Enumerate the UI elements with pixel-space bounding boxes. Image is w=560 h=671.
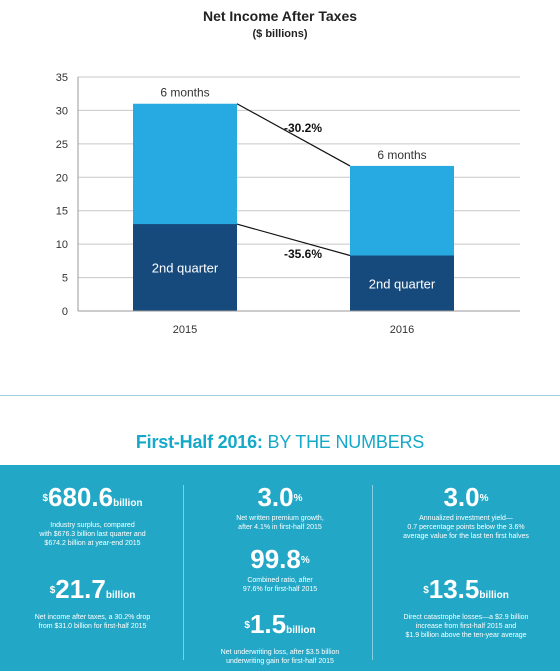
y-tick-label: 20 — [56, 172, 68, 184]
stat-underwriting-loss: $1.5billion Net underwriting loss, after… — [195, 610, 365, 666]
stat-description: Net income after taxes, a 30.2% drop fro… — [10, 613, 175, 631]
column-divider — [183, 485, 184, 660]
y-tick-label: 10 — [56, 239, 68, 251]
stat-value: 1.5 — [249, 609, 287, 639]
stats-panel: $680.6billion Industry surplus, compared… — [0, 465, 560, 671]
desc-line: underwriting gain for first-half 2015 — [226, 658, 334, 665]
section-divider — [0, 395, 560, 396]
annotation-quarter-change: -35.6% — [284, 247, 322, 261]
stat-suffix: % — [300, 555, 310, 566]
y-tick-label: 0 — [62, 306, 68, 318]
desc-line: 0.7 percentage points below the 3.6% — [407, 524, 525, 531]
stat-catastrophe-losses: $13.5billion Direct catastrophe losses—a… — [380, 575, 552, 640]
stat-description: Annualized investment yield— 0.7 percent… — [380, 514, 552, 541]
stat-investment-yield: 3.0% Annualized investment yield— 0.7 pe… — [380, 483, 552, 541]
stat-suffix: billion — [113, 498, 143, 509]
numbers-headline: First-Half 2016: BY THE NUMBERS — [0, 432, 560, 453]
desc-line: Net underwriting loss, after $3.5 billio… — [220, 649, 340, 656]
desc-line: Net income after taxes, a 30.2% drop — [34, 614, 151, 621]
stat-description: Direct catastrophe losses—a $2.9 billion… — [380, 613, 552, 640]
stat-prefix: $ — [49, 585, 56, 596]
stat-suffix: billion — [105, 590, 136, 601]
desc-line: with $676.3 billion last quarter and — [39, 531, 146, 538]
stat-suffix: % — [479, 493, 489, 504]
y-tick-label: 35 — [56, 72, 68, 84]
stat-description: Industry surplus, compared with $676.3 b… — [10, 521, 175, 548]
bar-label-second-quarter: 2nd quarter — [152, 261, 219, 276]
stat-value: 3.0 — [443, 482, 480, 512]
desc-line: Industry surplus, compared — [50, 522, 135, 529]
bar-label-six-months: 6 months — [377, 148, 426, 162]
stat-suffix: billion — [286, 625, 316, 636]
stat-description: Net written premium growth, after 4.1% i… — [195, 514, 365, 532]
stat-value: 680.6 — [48, 482, 114, 512]
stat-suffix: % — [293, 493, 303, 504]
desc-line: 97.6% for first-half 2015 — [242, 586, 318, 593]
stat-net-income: $21.7billion Net income after taxes, a 3… — [10, 575, 175, 631]
annotation-six-month-change: -30.2% — [284, 121, 322, 135]
desc-line: Combined ratio, after — [247, 577, 313, 584]
bar-second-quarter — [350, 255, 454, 311]
y-tick-label: 25 — [56, 139, 68, 151]
stat-value: 13.5 — [428, 574, 480, 604]
bar-label-second-quarter: 2nd quarter — [369, 276, 436, 291]
stat-value: 21.7 — [55, 574, 106, 604]
stat-prefix: $ — [244, 620, 250, 631]
bar-chart-svg: Net Income After Taxes ($ billions) 0 5 10 15… — [56, 8, 520, 336]
stat-prefix: $ — [423, 585, 429, 596]
desc-line: average value for the last ten first hal… — [403, 533, 529, 540]
y-tick-label: 30 — [56, 105, 68, 117]
x-tick-label: 2015 — [173, 324, 197, 336]
desc-line: Net written premium growth, — [236, 515, 324, 522]
desc-line: Direct catastrophe losses—a $2.9 billion — [403, 614, 529, 621]
stat-combined-ratio: 99.8% Combined ratio, after 97.6% for fi… — [195, 545, 365, 594]
x-tick-label: 2016 — [390, 324, 414, 336]
stat-value: 99.8 — [250, 544, 301, 574]
chart-subtitle: ($ billions) — [253, 28, 308, 40]
stat-premium-growth: 3.0% Net written premium growth, after 4… — [195, 483, 365, 532]
stat-suffix: billion — [479, 590, 509, 601]
column-divider — [372, 485, 373, 660]
desc-line: $674.2 billion at year-end 2015 — [44, 540, 141, 547]
bar-label-six-months: 6 months — [160, 86, 209, 100]
desc-line: $1.9 billion above the ten-year average — [405, 632, 527, 639]
desc-line: Annualized investment yield— — [419, 515, 513, 522]
y-tick-label: 5 — [62, 273, 68, 285]
stat-description: Net underwriting loss, after $3.5 billio… — [195, 648, 365, 666]
connector-second-quarter — [236, 223, 351, 257]
stat-value: 3.0 — [257, 482, 294, 512]
headline-bold: First-Half 2016: — [135, 432, 263, 452]
chart-title: Net Income After Taxes — [203, 8, 357, 24]
stat-prefix: $ — [42, 493, 49, 504]
stat-description: Combined ratio, after 97.6% for first-ha… — [195, 576, 365, 594]
y-tick-label: 15 — [56, 206, 68, 218]
stat-surplus: $680.6billion Industry surplus, compared… — [10, 483, 175, 548]
bar-second-quarter — [133, 224, 237, 311]
net-income-chart: Net Income After Taxes ($ billions) 0 5 10 15… — [56, 8, 520, 336]
headline-rest: BY THE NUMBERS — [267, 432, 425, 452]
connector-six-months — [236, 103, 351, 167]
desc-line: increase from first-half 2015 and — [415, 623, 517, 630]
desc-line: after 4.1% in first-half 2015 — [238, 524, 322, 531]
desc-line: from $31.0 billion for first-half 2015 — [38, 623, 147, 630]
